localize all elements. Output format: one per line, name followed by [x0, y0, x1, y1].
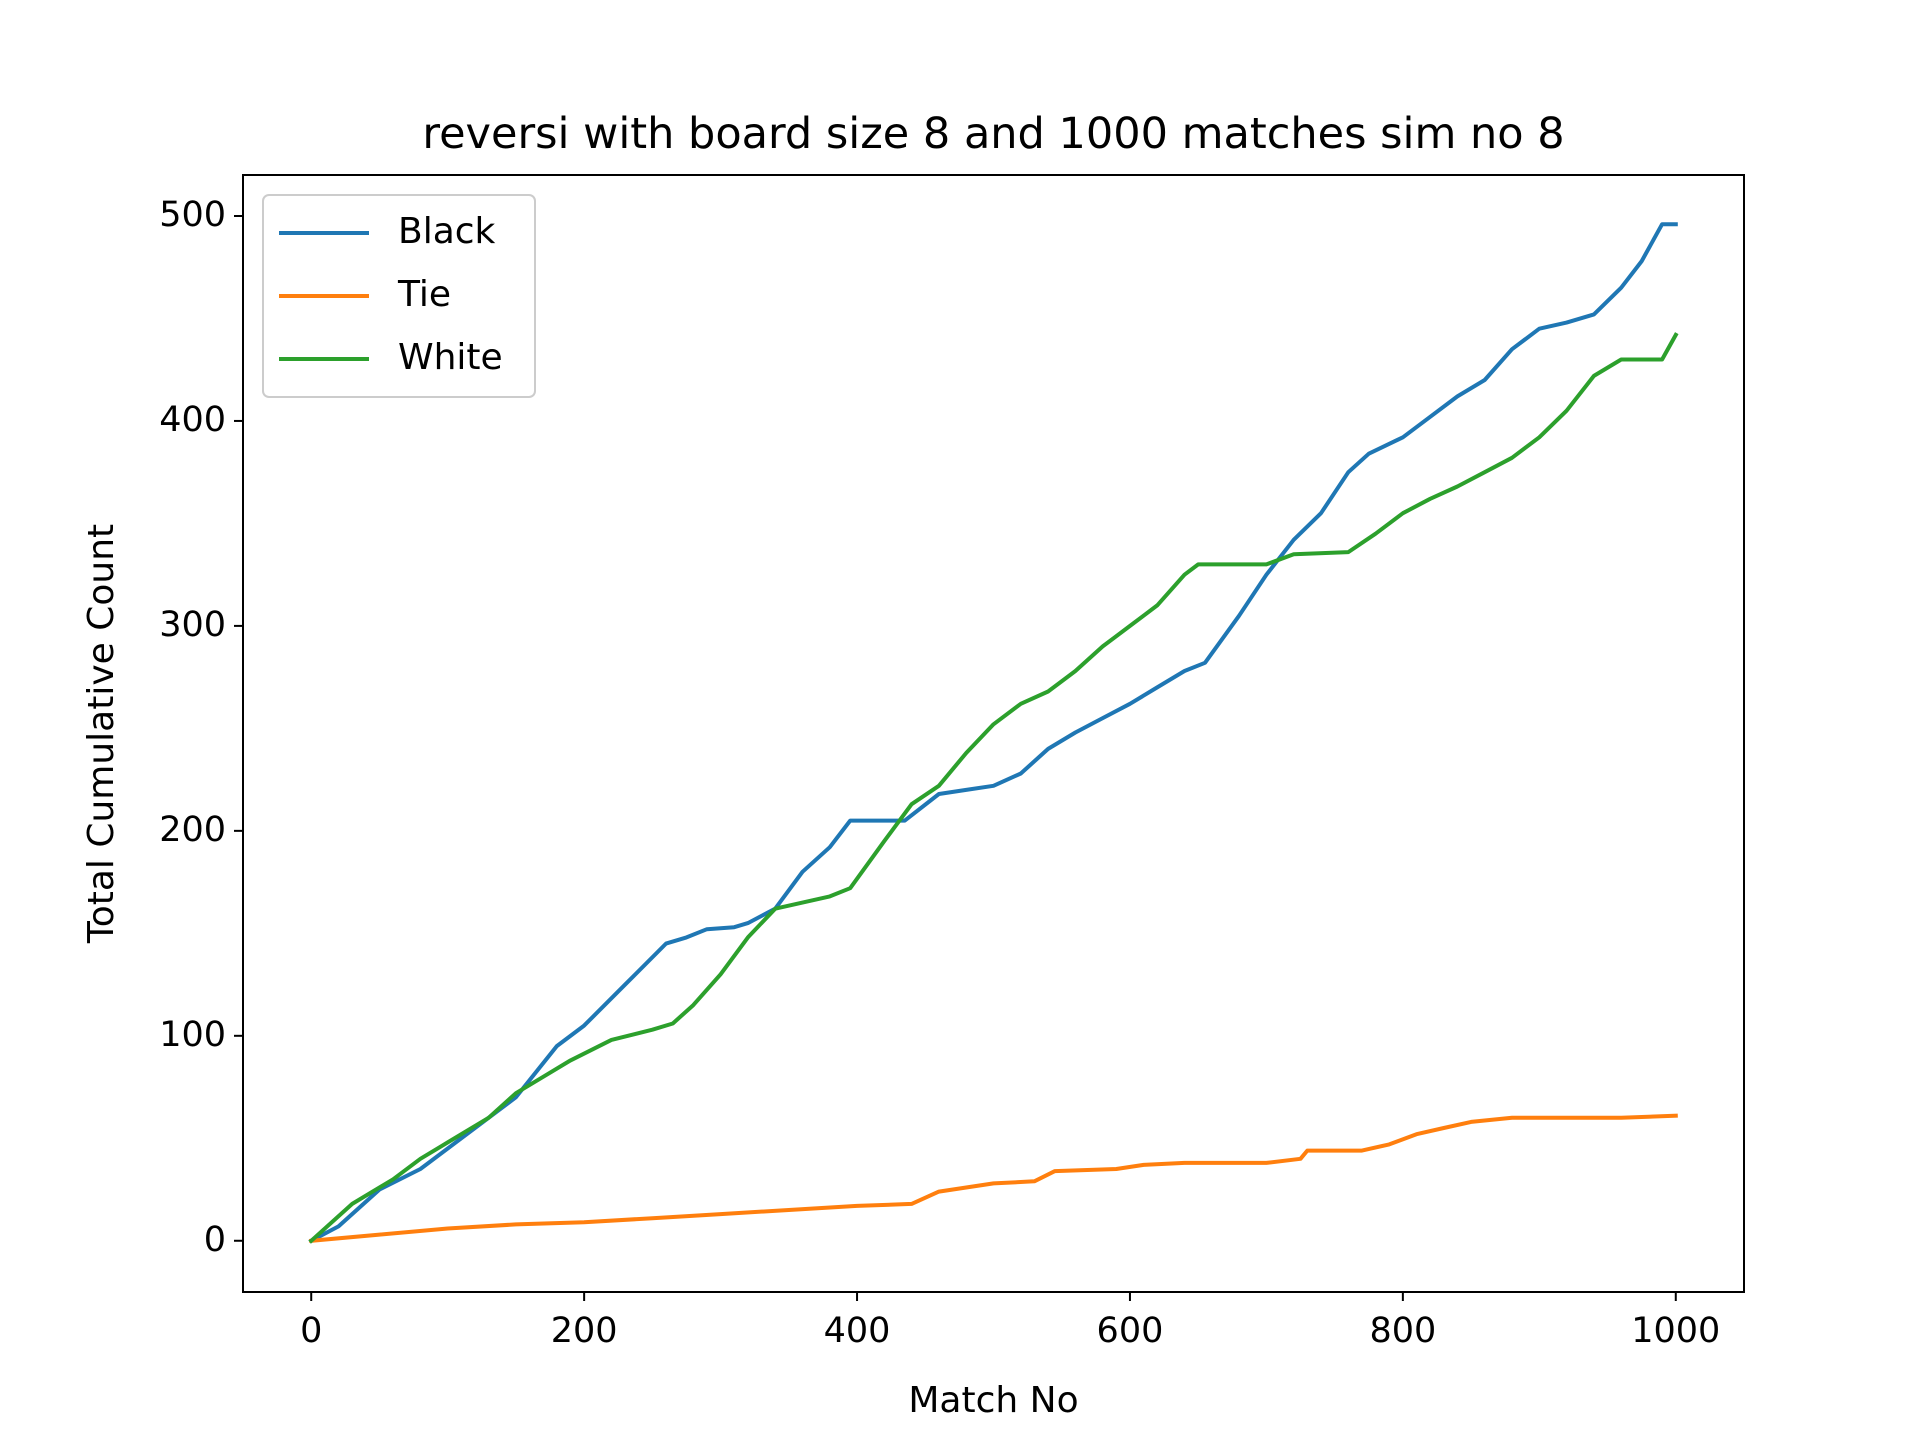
series-line-white	[308, 332, 1679, 1244]
x-tick-label: 600	[1097, 1311, 1164, 1351]
y-axis-label: Total Cumulative Count	[81, 524, 122, 944]
y-tick-label: 200	[159, 810, 226, 850]
legend-label-black: Black	[398, 211, 496, 252]
chart-title: reversi with board size 8 and 1000 match…	[422, 109, 1564, 159]
x-tick-label: 200	[551, 1311, 618, 1351]
x-axis-ticks: 0 200 400 600 800 1000	[300, 1292, 1720, 1351]
legend-box	[262, 194, 536, 398]
x-tick-label: 400	[824, 1311, 891, 1351]
legend-label-white: White	[398, 337, 503, 378]
x-axis-label: Match No	[908, 1380, 1078, 1421]
plot-frame	[242, 174, 1745, 1293]
y-tick-label: 400	[159, 400, 226, 440]
y-tick-label: 0	[204, 1220, 226, 1260]
plot-lines	[308, 222, 1679, 1244]
y-axis-ticks: 0 100 200 300 400 500	[159, 195, 243, 1260]
y-tick-label: 100	[159, 1015, 226, 1055]
series-line-black	[308, 222, 1678, 1244]
y-tick-label: 500	[159, 195, 226, 235]
x-tick-label: 800	[1369, 1311, 1436, 1351]
x-tick-label: 0	[300, 1311, 322, 1351]
series-line-tie	[309, 1113, 1678, 1243]
legend-label-tie: Tie	[397, 274, 451, 315]
x-tick-label: 1000	[1631, 1311, 1720, 1351]
legend: Black Tie White	[262, 194, 536, 398]
y-tick-label: 300	[159, 605, 226, 645]
